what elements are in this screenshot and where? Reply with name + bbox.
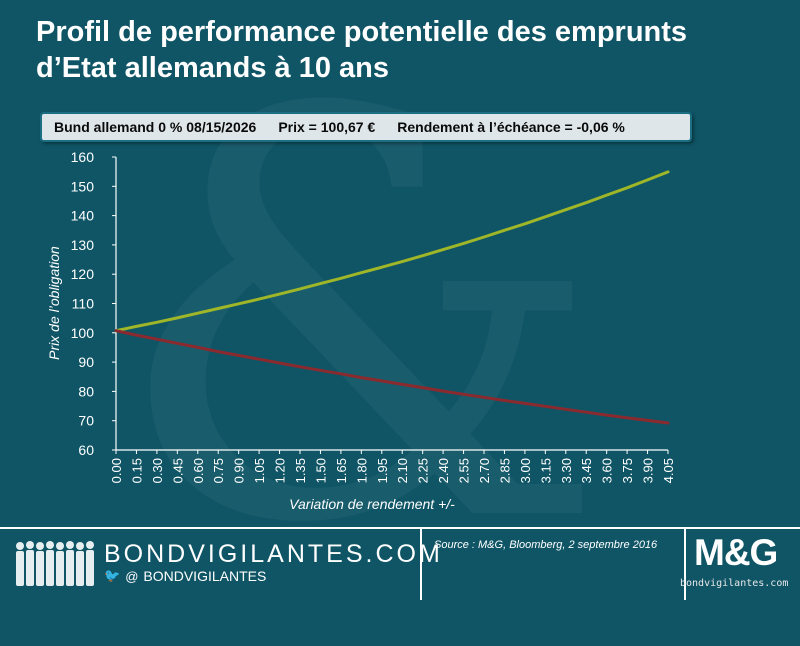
social-handle: 🐦 @ BONDVIGILANTES xyxy=(104,568,266,584)
x-tick-label: 0.15 xyxy=(129,458,144,483)
x-axis-label: Variation de rendement +/- xyxy=(289,496,455,512)
x-tick-label: 0.30 xyxy=(150,458,165,483)
x-tick-label: 2.10 xyxy=(395,458,410,483)
bond-price: Prix = 100,67 € xyxy=(278,119,376,135)
x-tick-label: 3.90 xyxy=(641,458,656,483)
x-tick-label: 3.60 xyxy=(600,458,615,483)
twitter-icon: 🐦 xyxy=(104,568,121,583)
x-tick-label: 1.05 xyxy=(252,458,267,483)
x-tick-label: 3.00 xyxy=(518,458,533,483)
x-tick-label: 1.20 xyxy=(273,458,288,483)
y-tick-label: 160 xyxy=(71,149,95,165)
x-tick-label: 1.50 xyxy=(313,458,328,483)
x-tick-label: 2.55 xyxy=(457,458,472,483)
y-tick-label: 150 xyxy=(71,178,95,194)
y-tick-label: 60 xyxy=(78,442,94,458)
footer-separator-2 xyxy=(684,527,686,600)
x-tick-label: 1.35 xyxy=(293,458,308,483)
page-title: Profil de performance potentielle des em… xyxy=(36,14,776,86)
chart-series xyxy=(114,170,670,425)
mg-logo: M&G xyxy=(694,532,778,573)
x-tick-label: 3.15 xyxy=(538,458,553,483)
x-tick-label: 2.85 xyxy=(497,458,512,483)
x-tick-label: 1.95 xyxy=(375,458,390,483)
x-tick-label: 2.25 xyxy=(416,458,431,483)
source-note: Source : M&G, Bloomberg, 2 septembre 201… xyxy=(434,539,658,551)
y-tick-label: 140 xyxy=(71,208,95,224)
x-tick-label: 0.90 xyxy=(232,458,247,483)
y-tick-label: 110 xyxy=(72,296,95,312)
series-line-yield-up xyxy=(114,329,670,425)
y-tick-label: 100 xyxy=(71,325,95,341)
footer-separator-1 xyxy=(420,527,422,600)
x-axis-ticks: 0.00 0.15 0.30 0.45 0.60 0.75 0.90 1.05 1.20 1.35… xyxy=(109,450,676,483)
title-line-1: Profil de performance potentielle des em… xyxy=(36,16,688,48)
y-tick-label: 90 xyxy=(78,354,94,370)
x-tick-label: 3.30 xyxy=(559,458,574,483)
series-line-yield-down xyxy=(114,170,670,333)
social-handle-text: BONDVIGILANTES xyxy=(143,568,267,584)
x-tick-label: 0.00 xyxy=(109,458,124,483)
x-tick-label: 0.45 xyxy=(170,458,185,483)
at-symbol: @ xyxy=(125,568,139,584)
y-tick-label: 130 xyxy=(71,237,95,253)
site-watermark: bondvigilantes.com xyxy=(680,578,789,589)
bond-yield: Rendement à l’échéance = -0,06 % xyxy=(397,119,625,135)
y-tick-label: 80 xyxy=(78,383,94,399)
y-axis-label: Prix de l’obligation xyxy=(46,246,62,360)
bond-name: Bund allemand 0 % 08/15/2026 xyxy=(54,119,257,135)
x-tick-label: 1.80 xyxy=(354,458,369,483)
y-axis-ticks: 60 70 80 90 100 110 120 130 140 150 160 xyxy=(71,149,116,458)
x-tick-label: 4.05 xyxy=(661,458,676,483)
x-tick-label: 3.75 xyxy=(620,458,635,483)
x-tick-label: 1.65 xyxy=(334,458,349,483)
x-tick-label: 0.60 xyxy=(191,458,206,483)
footer-divider xyxy=(0,527,800,529)
y-tick-label: 120 xyxy=(71,266,95,282)
bond-info-box: Bund allemand 0 % 08/15/2026 Prix = 100,… xyxy=(40,112,692,142)
x-tick-label: 2.40 xyxy=(436,458,451,483)
x-tick-label: 0.75 xyxy=(211,458,226,483)
brand-name: BONDVIGILANTES.COM xyxy=(104,540,443,568)
people-silhouettes-icon xyxy=(16,541,94,586)
x-tick-label: 3.45 xyxy=(579,458,594,483)
title-line-2: d’Etat allemands à 10 ans xyxy=(36,52,389,84)
x-tick-label: 2.70 xyxy=(477,458,492,483)
y-tick-label: 70 xyxy=(78,413,94,429)
